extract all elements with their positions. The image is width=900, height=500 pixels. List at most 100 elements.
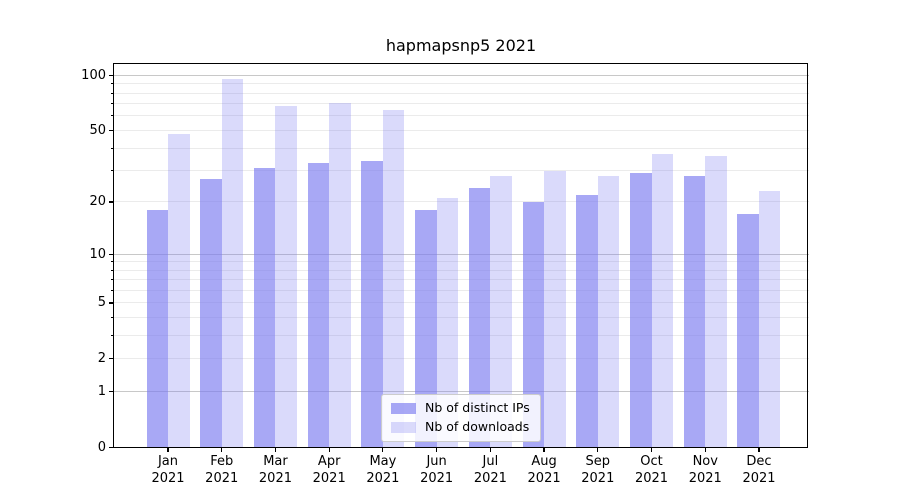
y-minor-tick-mark bbox=[110, 279, 114, 281]
bar-downloads-jun bbox=[436, 198, 459, 448]
y-minor-tick-mark bbox=[110, 290, 114, 292]
legend: Nb of distinct IPs Nb of downloads bbox=[381, 394, 541, 442]
gridline-minor bbox=[113, 147, 809, 149]
x-tick-mark bbox=[704, 447, 706, 452]
x-tick-label: Nov 2021 bbox=[688, 453, 722, 486]
bar-ips-aug bbox=[522, 201, 545, 448]
gridline-minor bbox=[113, 317, 809, 319]
y-minor-tick-mark bbox=[110, 115, 114, 117]
gridline-major bbox=[113, 253, 809, 255]
y-minor-tick-mark bbox=[110, 302, 114, 304]
bar-downloads-apr bbox=[329, 102, 351, 448]
x-tick-mark bbox=[543, 447, 545, 452]
y-tick-mark bbox=[109, 74, 114, 76]
x-tick-mark bbox=[597, 447, 599, 452]
bar-ips-jun bbox=[415, 210, 437, 448]
y-minor-tick-mark bbox=[110, 129, 114, 131]
bar-downloads-mar bbox=[275, 106, 297, 448]
gridline-major bbox=[113, 74, 809, 76]
y-tick-label: 5 bbox=[97, 295, 106, 311]
bar-ips-mar bbox=[253, 167, 276, 448]
gridline-minor bbox=[113, 83, 809, 85]
x-tick-label: Jun 2021 bbox=[420, 453, 454, 486]
y-tick-label: 2 bbox=[97, 351, 106, 367]
x-tick-mark bbox=[489, 447, 491, 452]
x-tick-mark bbox=[328, 447, 330, 452]
bar-downloads-jul bbox=[490, 175, 512, 448]
y-tick-label: 0 bbox=[97, 440, 106, 455]
bar-downloads-jan bbox=[168, 133, 190, 448]
bar-downloads-aug bbox=[544, 170, 566, 448]
bar-ips-jan bbox=[146, 210, 168, 448]
x-tick-mark bbox=[274, 447, 277, 452]
legend-swatch-distinct-ips bbox=[391, 402, 416, 414]
gridline-minor bbox=[113, 115, 809, 117]
gridline-minor bbox=[113, 92, 809, 94]
gridline-minor bbox=[113, 269, 809, 271]
bar-downloads-nov bbox=[705, 156, 727, 448]
y-minor-tick-mark bbox=[110, 358, 114, 360]
gridline-minor bbox=[113, 103, 809, 105]
y-minor-tick-mark bbox=[110, 170, 114, 172]
legend-item-downloads: Nb of downloads bbox=[391, 419, 530, 435]
bar-ips-nov bbox=[683, 175, 706, 448]
bar-ips-dec bbox=[737, 214, 759, 448]
x-tick-label: Apr 2021 bbox=[312, 453, 346, 486]
x-tick-mark bbox=[650, 447, 653, 452]
legend-label-distinct-ips: Nb of distinct IPs bbox=[425, 400, 530, 415]
gridline-minor bbox=[113, 335, 809, 337]
bar-ips-may bbox=[361, 160, 383, 448]
legend-swatch-downloads bbox=[391, 421, 416, 433]
x-tick-label: Oct 2021 bbox=[634, 453, 669, 486]
y-minor-tick-mark bbox=[110, 103, 114, 105]
bar-ips-oct bbox=[630, 173, 652, 448]
bar-ips-apr bbox=[307, 163, 330, 448]
bar-downloads-oct bbox=[651, 154, 674, 448]
x-tick-mark bbox=[436, 447, 438, 452]
x-tick-label: Dec 2021 bbox=[742, 453, 776, 486]
bar-downloads-dec bbox=[758, 191, 781, 448]
y-tick-label: 1 bbox=[97, 384, 106, 400]
gridline-minor bbox=[113, 290, 809, 292]
x-tick-label: Feb 2021 bbox=[205, 453, 239, 486]
bar-downloads-feb bbox=[221, 78, 244, 448]
bar-ips-feb bbox=[200, 178, 222, 448]
gridline-minor bbox=[113, 170, 809, 172]
bar-downloads-sep bbox=[597, 175, 620, 448]
gridline-minor bbox=[113, 279, 809, 281]
y-minor-tick-mark bbox=[110, 269, 114, 271]
gridline-minor bbox=[113, 358, 809, 360]
y-tick-label: 10 bbox=[89, 246, 106, 262]
x-tick-mark bbox=[382, 447, 384, 452]
x-tick-label: May 2021 bbox=[366, 453, 400, 486]
y-tick-mark bbox=[109, 390, 114, 393]
chart-title: hapmapsnp5 2021 bbox=[385, 36, 537, 55]
x-tick-mark bbox=[758, 447, 760, 452]
x-tick-label: Aug 2021 bbox=[527, 453, 561, 486]
y-minor-tick-mark bbox=[110, 147, 114, 149]
y-tick-mark bbox=[109, 446, 114, 449]
y-minor-tick-mark bbox=[110, 201, 114, 203]
x-tick-label: Jul 2021 bbox=[473, 453, 507, 486]
x-tick-label: Sep 2021 bbox=[581, 453, 615, 486]
x-tick-label: Jan 2021 bbox=[151, 453, 185, 486]
y-tick-label: 20 bbox=[89, 194, 106, 210]
gridline-minor bbox=[113, 302, 809, 304]
bar-ips-sep bbox=[576, 194, 598, 448]
y-tick-label: 100 bbox=[81, 67, 106, 83]
x-tick-mark bbox=[221, 447, 223, 452]
gridline-major bbox=[113, 391, 809, 393]
gridline-minor bbox=[113, 129, 809, 131]
bar-downloads-may bbox=[382, 109, 405, 448]
y-minor-tick-mark bbox=[110, 83, 114, 85]
x-tick-mark bbox=[167, 447, 169, 452]
gridline-minor bbox=[113, 201, 809, 203]
gridline-minor bbox=[113, 261, 809, 263]
legend-label-downloads: Nb of downloads bbox=[425, 419, 530, 434]
y-minor-tick-mark bbox=[110, 261, 114, 263]
y-minor-tick-mark bbox=[110, 317, 114, 319]
y-minor-tick-mark bbox=[110, 92, 114, 94]
y-tick-label: 50 bbox=[89, 122, 106, 138]
bar-ips-jul bbox=[468, 187, 491, 448]
